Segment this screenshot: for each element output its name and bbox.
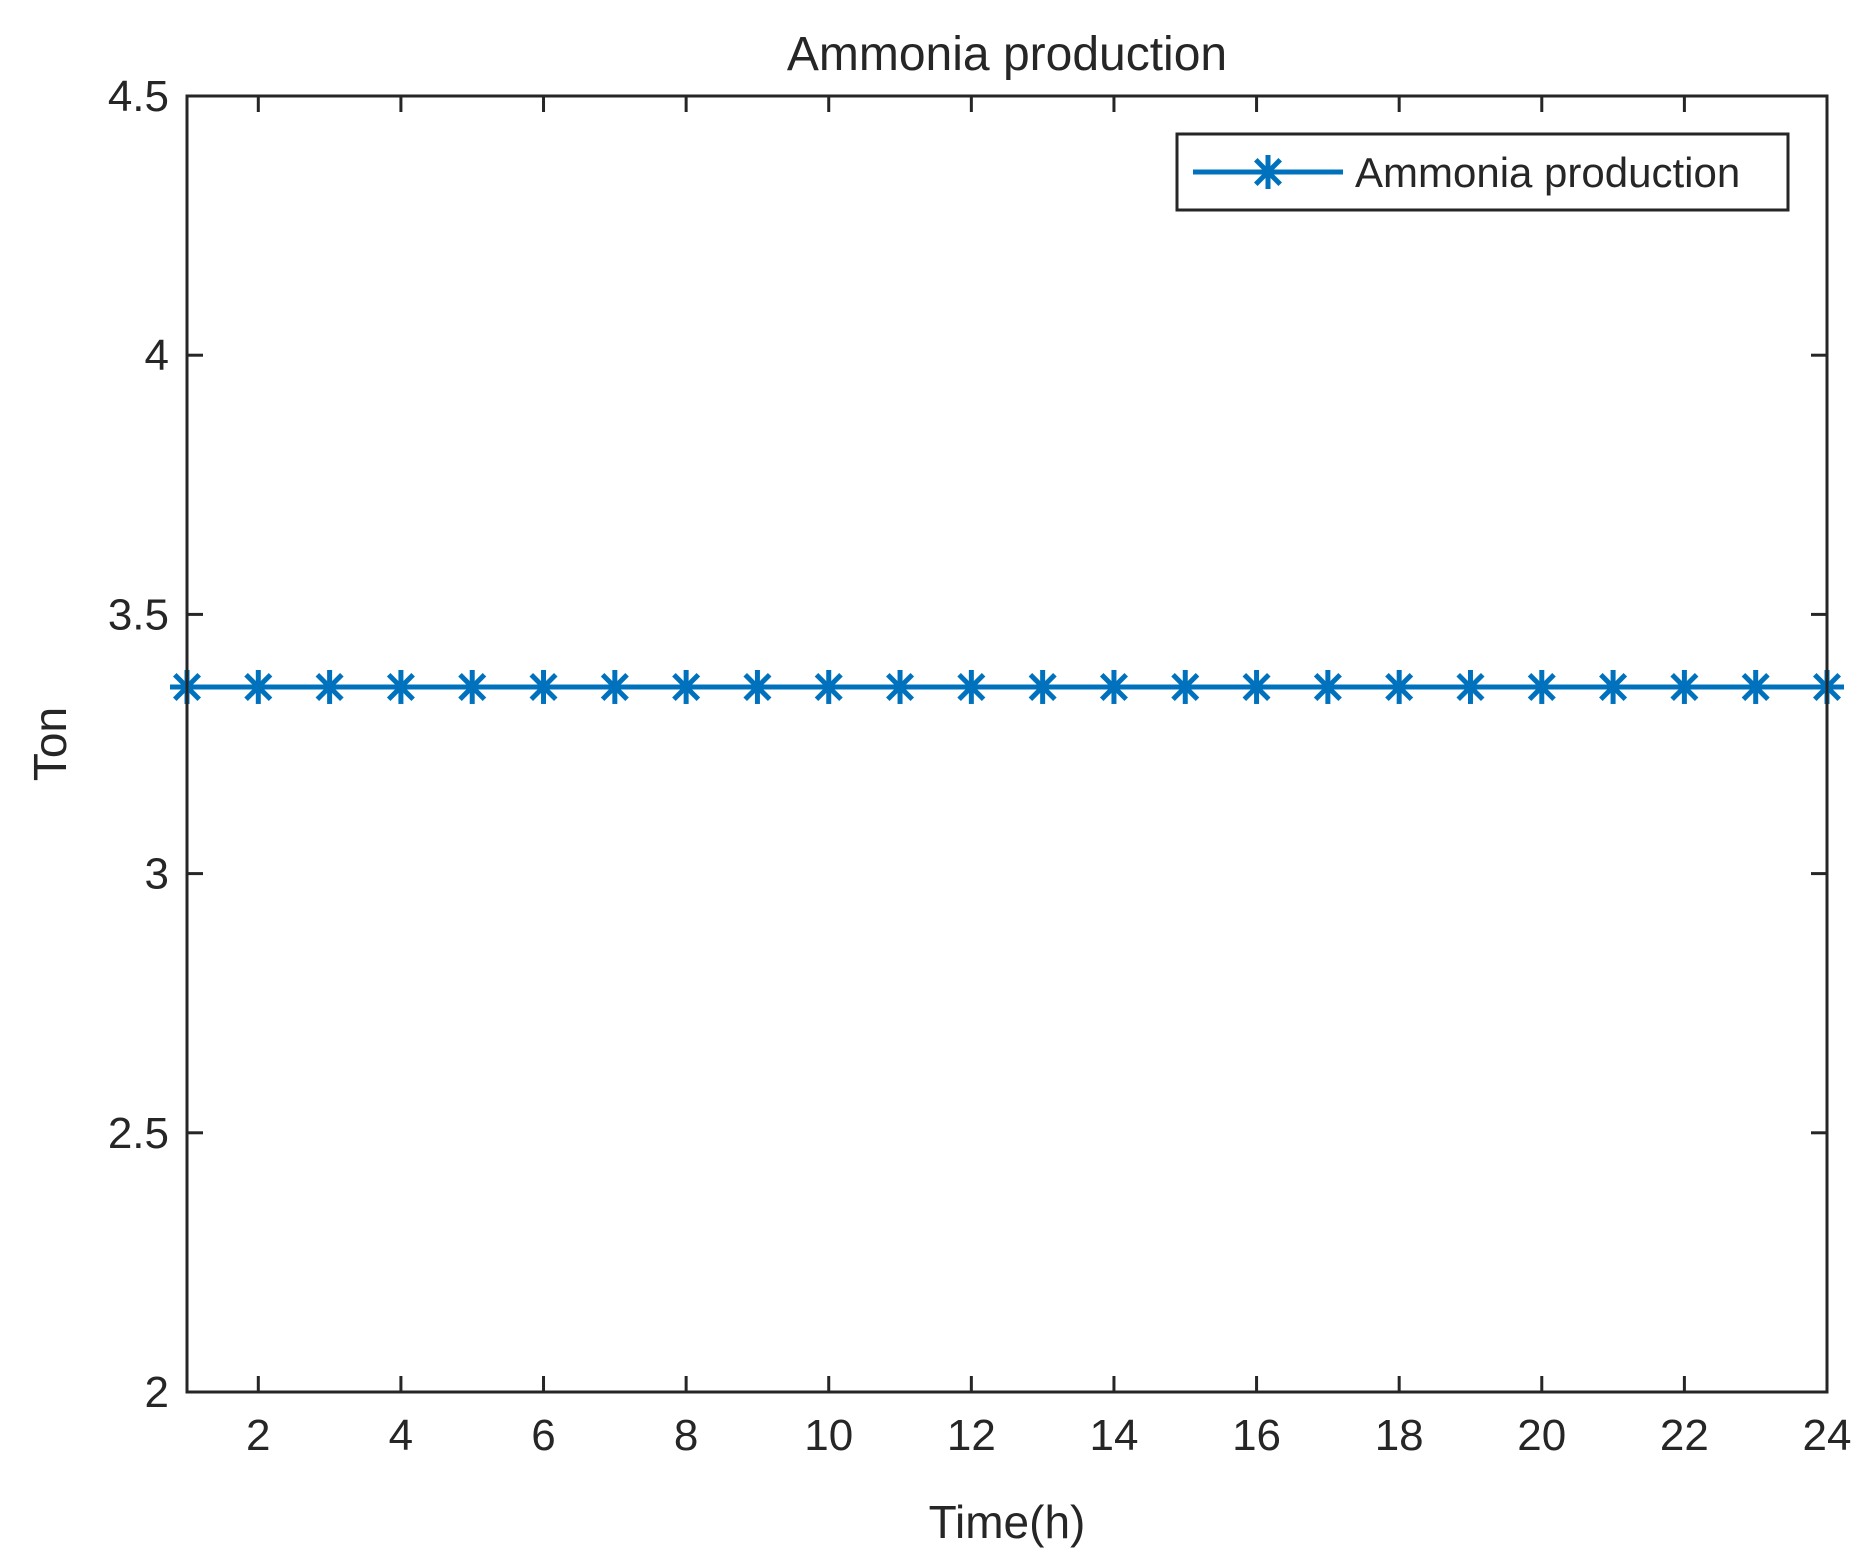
- data-point: [383, 669, 418, 704]
- marker-stroke: [672, 672, 701, 701]
- marker-stroke: [315, 672, 344, 701]
- data-point: [811, 669, 846, 704]
- data-point: [1453, 669, 1488, 704]
- marker-stroke: [886, 672, 915, 701]
- data-point: [241, 669, 276, 704]
- x-tick-label: 24: [1803, 1411, 1852, 1460]
- data-point: [669, 669, 704, 704]
- y-axis-label: Ton: [24, 707, 76, 781]
- x-tick-label: 4: [389, 1411, 413, 1460]
- data-point: [1738, 669, 1773, 704]
- marker-stroke: [743, 672, 772, 701]
- x-tick-label: 18: [1375, 1411, 1424, 1460]
- data-point: [883, 669, 918, 704]
- x-tick-label: 2: [246, 1411, 270, 1460]
- marker-stroke: [529, 672, 558, 701]
- data-point: [954, 669, 989, 704]
- legend: Ammonia production: [1175, 132, 1790, 212]
- marker-stroke: [600, 672, 629, 701]
- data-point: [1239, 669, 1274, 704]
- y-tick-label: 2: [145, 1368, 169, 1417]
- marker-stroke: [1099, 672, 1128, 701]
- data-point: [740, 669, 775, 704]
- data-point: [526, 669, 561, 704]
- marker-stroke: [458, 672, 487, 701]
- x-tick-label: 14: [1089, 1411, 1138, 1460]
- chart-title: Ammonia production: [787, 28, 1227, 81]
- marker-stroke: [814, 672, 843, 701]
- marker-stroke: [1670, 672, 1699, 701]
- marker-stroke: [1527, 672, 1556, 701]
- marker-stroke: [1253, 157, 1283, 187]
- y-tick-label: 3: [145, 850, 169, 899]
- marker-stroke: [1456, 672, 1485, 701]
- x-axis-label: Time(h): [929, 1496, 1086, 1548]
- y-tick-label: 4.5: [108, 72, 169, 121]
- marker-stroke: [1599, 672, 1628, 701]
- data-point: [1382, 669, 1417, 704]
- marker-stroke: [1313, 672, 1342, 701]
- data-point: [1524, 669, 1559, 704]
- x-tick-label: 10: [804, 1411, 853, 1460]
- x-tick-label: 16: [1232, 1411, 1281, 1460]
- marker-stroke: [1171, 672, 1200, 701]
- x-tick-label: 22: [1660, 1411, 1709, 1460]
- y-tick-label: 4: [145, 331, 169, 380]
- data-point: [455, 669, 490, 704]
- marker-stroke: [1385, 672, 1414, 701]
- marker-stroke: [957, 672, 986, 701]
- data-point: [1096, 669, 1131, 704]
- legend-label: Ammonia production: [1355, 149, 1740, 196]
- data-point: [1025, 669, 1060, 704]
- x-tick-label: 6: [531, 1411, 555, 1460]
- x-tick-label: 20: [1517, 1411, 1566, 1460]
- x-tick-label: 12: [947, 1411, 996, 1460]
- y-tick-label: 2.5: [108, 1109, 169, 1158]
- axes-frame: [185, 94, 1829, 1394]
- x-tick-label: 8: [674, 1411, 698, 1460]
- marker-stroke: [386, 672, 415, 701]
- data-point: [1667, 669, 1702, 704]
- marker-stroke: [1028, 672, 1057, 701]
- data-point: [1168, 669, 1203, 704]
- marker-stroke: [244, 672, 273, 701]
- y-tick-label: 3.5: [108, 590, 169, 639]
- data-point: [1596, 669, 1631, 704]
- data-point: [597, 669, 632, 704]
- marker-stroke: [1741, 672, 1770, 701]
- data-point: [312, 669, 347, 704]
- data-point: [1310, 669, 1345, 704]
- marker-stroke: [1242, 672, 1271, 701]
- legend-marker: [1251, 155, 1285, 189]
